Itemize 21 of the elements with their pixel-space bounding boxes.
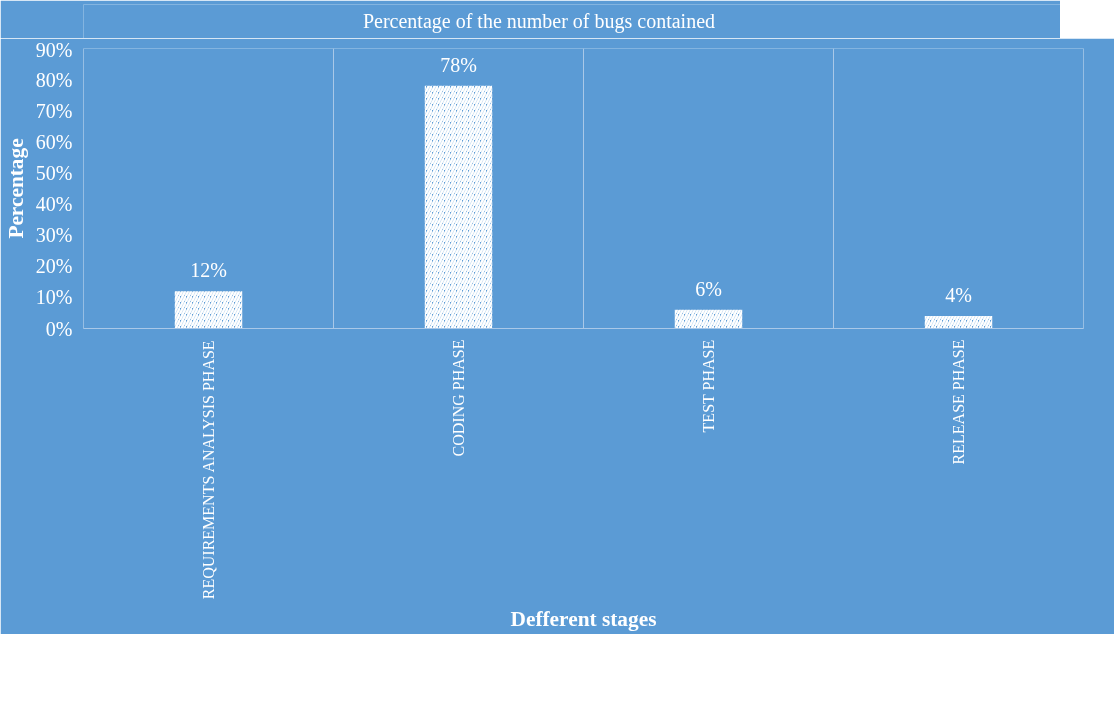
y-axis-title: Percentage — [3, 138, 28, 239]
data-label: 4% — [945, 284, 972, 307]
data-label: 6% — [695, 277, 722, 300]
y-tick-label: 40% — [35, 193, 73, 216]
y-tick-label: 20% — [35, 255, 73, 278]
y-tick-label: 90% — [35, 38, 73, 61]
x-tick-label: RELEASE PHASE — [950, 339, 967, 465]
text: Percentage of the number of bugs contained — [362, 9, 716, 33]
y-tick-label: 30% — [35, 224, 73, 247]
data-label: 78% — [440, 53, 477, 76]
x-tick-label: REQUIREMENTS ANALYSIS PHASE — [200, 340, 217, 600]
y-tick-label: 80% — [35, 68, 73, 91]
data-label: 12% — [190, 259, 227, 282]
y-tick-label: 10% — [35, 286, 73, 309]
y-tick-label: 50% — [35, 161, 73, 184]
x-tick-label: TEST PHASE — [700, 339, 717, 433]
y-tick-label: 60% — [35, 130, 73, 153]
y-tick-label: 70% — [35, 99, 73, 122]
x-tick-label: CODING PHASE — [450, 339, 467, 457]
y-tick-label: 0% — [45, 317, 73, 340]
x-axis-title: Defferent stages — [510, 607, 657, 632]
